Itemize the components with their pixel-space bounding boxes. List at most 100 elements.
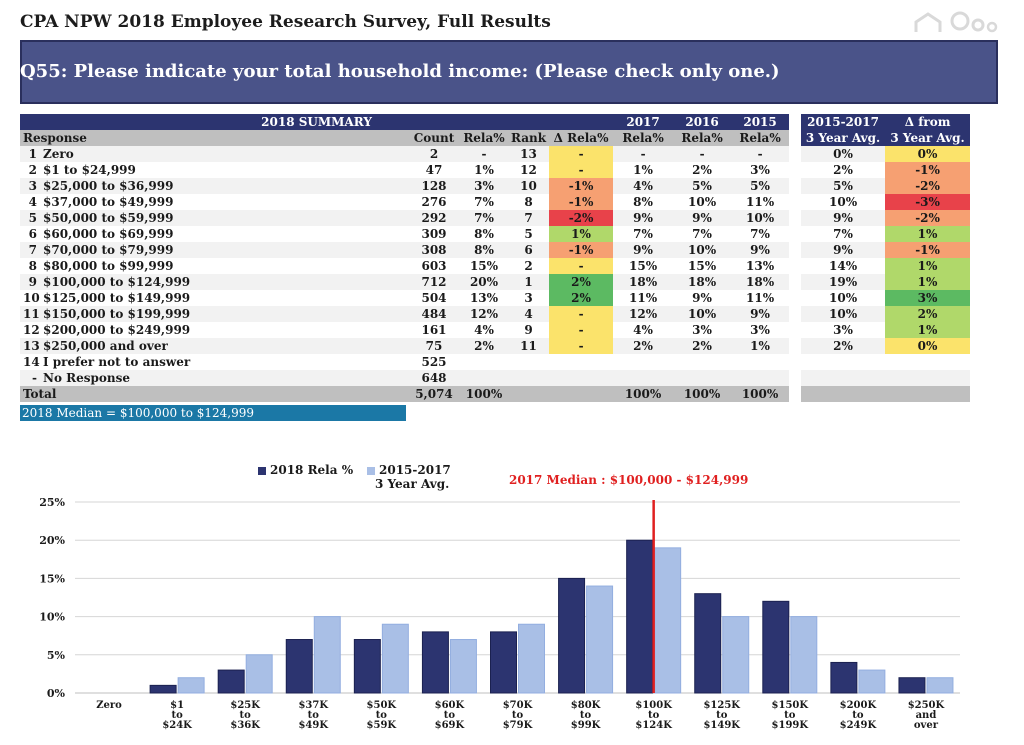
- delta-rela-cell: -1%: [549, 242, 614, 258]
- rela-2016-cell: [673, 370, 732, 386]
- rela-cell: 20%: [460, 274, 508, 290]
- count-cell: 292: [408, 210, 460, 226]
- x-tick-label: $125K to $149K: [703, 700, 740, 731]
- x-tick-label: $60K to $69K: [435, 700, 465, 731]
- table-row: 13 $250,000 and over 75 2% 11-2% 2% 1% 2% 0%: [20, 338, 971, 354]
- header-row-columns: Response Count Rela% Rank Δ Rela% Rela% …: [20, 130, 971, 146]
- table-row: 7 $70,000 to $79,999 308 8% 6 -1% 9% 10% 9% 9% -1%: [20, 242, 971, 258]
- col-header-rela-2017: Rela%: [613, 130, 674, 146]
- response-label: $50,000 to $59,999: [43, 210, 174, 225]
- question-banner: [20, 40, 998, 104]
- table-row: 5 $50,000 to $59,999 292 7% 7 -2% 9% 9% 10% 9% -2%: [20, 210, 971, 226]
- response-cell: 5 $50,000 to $59,999: [20, 210, 408, 226]
- bar-2018: [285, 639, 313, 694]
- rela-2016-cell: 7%: [673, 226, 732, 242]
- response-label: I prefer not to answer: [43, 354, 191, 369]
- bar-2018: [898, 677, 926, 694]
- table-row: 4 $37,000 to $49,999 276 7% 8 -1% 8% 10% 11% 10% -…: [20, 194, 971, 210]
- row-number: 7: [28, 242, 37, 257]
- rela-2017-cell: 2%: [613, 338, 674, 354]
- rank-cell: 9: [508, 322, 550, 338]
- avg-3yr-cell: 2%: [801, 162, 886, 178]
- rela-2015-cell: [731, 354, 790, 370]
- response-label: $100,000 to $124,999: [43, 274, 191, 289]
- logo-icon: [914, 11, 998, 33]
- rela-2015-cell: 3%: [731, 322, 790, 338]
- x-tick-label: $25K to $36K: [230, 700, 260, 731]
- table-row: 2 $1 to $24,999 47 1% 12-1% 2% 3% 2% -1%: [20, 162, 971, 178]
- rela-2016-cell: 9%: [673, 210, 732, 226]
- avg-3yr-cell: 14%: [801, 258, 886, 274]
- rela-cell: 1%: [460, 162, 508, 178]
- response-cell: 10 $125,000 to $149,999: [20, 290, 408, 306]
- delta-rela-cell: [549, 354, 614, 370]
- response-cell: 8 $80,000 to $99,999: [20, 258, 408, 274]
- total-rela: 100%: [460, 386, 508, 402]
- delta-rela-cell: 2%: [549, 290, 614, 306]
- count-cell: 603: [408, 258, 460, 274]
- x-tick-label: $80K to $99K: [571, 700, 601, 731]
- response-cell: 1 Zero: [20, 146, 408, 162]
- rela-2016-cell: 15%: [673, 258, 732, 274]
- delta-rela-cell: -: [549, 258, 614, 274]
- delta-3yr-cell: -3%: [885, 194, 971, 210]
- year-header-2016: 2016: [673, 114, 732, 130]
- delta-3yr-cell: 2%: [885, 306, 971, 322]
- rela-cell: 8%: [460, 242, 508, 258]
- delta-3yr-cell: [885, 370, 971, 386]
- delta-rela-cell: -: [549, 162, 614, 178]
- row-number: 8: [28, 258, 37, 273]
- count-cell: 648: [408, 370, 460, 386]
- table-row: 9 $100,000 to $124,999 712 20% 1 2% 18% 18% 18% 1…: [20, 274, 971, 290]
- bar-2018: [217, 669, 245, 694]
- row-number: 5: [28, 210, 37, 225]
- bar-3yr-avg: [245, 654, 273, 694]
- rela-cell: 8%: [460, 226, 508, 242]
- response-label: $1 to $24,999: [43, 162, 136, 177]
- total-empty-avg: [801, 386, 886, 402]
- rela-2016-cell: 2%: [673, 162, 732, 178]
- rela-2017-cell: 7%: [613, 226, 674, 242]
- count-cell: 525: [408, 354, 460, 370]
- delta-rela-cell: 2%: [549, 274, 614, 290]
- avg-3yr-cell: 2%: [801, 338, 886, 354]
- rank-cell: 13: [508, 146, 550, 162]
- rela-cell: 3%: [460, 178, 508, 194]
- table-row: - No Response 648: [20, 370, 971, 386]
- col-header-delta-3yr: 3 Year Avg.: [885, 130, 971, 146]
- bar-2018: [490, 631, 517, 694]
- col-header-3yr-avg: 3 Year Avg.: [801, 130, 886, 146]
- delta-rela-cell: [549, 370, 614, 386]
- rela-2017-cell: [613, 370, 674, 386]
- x-tick-label: $100K to $124K: [635, 700, 672, 731]
- avg-3yr-cell: 19%: [801, 274, 886, 290]
- row-number: 9: [28, 274, 37, 289]
- delta-3yr-cell: [885, 354, 971, 370]
- delta-3yr-cell: -1%: [885, 242, 971, 258]
- legend-item-avg: 2015-2017 3 Year Avg.: [367, 463, 451, 491]
- bar-2018: [626, 539, 654, 694]
- rank-cell: [508, 370, 550, 386]
- row-number: 11: [23, 306, 40, 321]
- response-label: $25,000 to $36,999: [43, 178, 174, 193]
- delta-3yr-cell: -2%: [885, 178, 971, 194]
- total-2017: 100%: [613, 386, 674, 402]
- count-cell: 504: [408, 290, 460, 306]
- rank-cell: 7: [508, 210, 550, 226]
- x-tick-label: $50K to $59K: [367, 700, 397, 731]
- row-number: 4: [28, 194, 37, 209]
- rela-cell: 12%: [460, 306, 508, 322]
- response-cell: - No Response: [20, 370, 408, 386]
- delta-rela-cell: -1%: [549, 194, 614, 210]
- rela-2016-cell: 9%: [673, 290, 732, 306]
- rela-2015-cell: 9%: [731, 242, 790, 258]
- col-header-rank: Rank: [508, 130, 550, 146]
- count-cell: 309: [408, 226, 460, 242]
- delta-rela-cell: -: [549, 146, 614, 162]
- delta-rela-cell: -1%: [549, 178, 614, 194]
- table-row: 14 I prefer not to answer 525: [20, 354, 971, 370]
- response-cell: 11 $150,000 to $199,999: [20, 306, 408, 322]
- x-tick-label: $250K and over: [908, 700, 945, 731]
- results-table: 2018 SUMMARY 2017 2016 2015 2015-2017 Δ …: [20, 114, 971, 402]
- bar-3yr-avg: [313, 616, 341, 694]
